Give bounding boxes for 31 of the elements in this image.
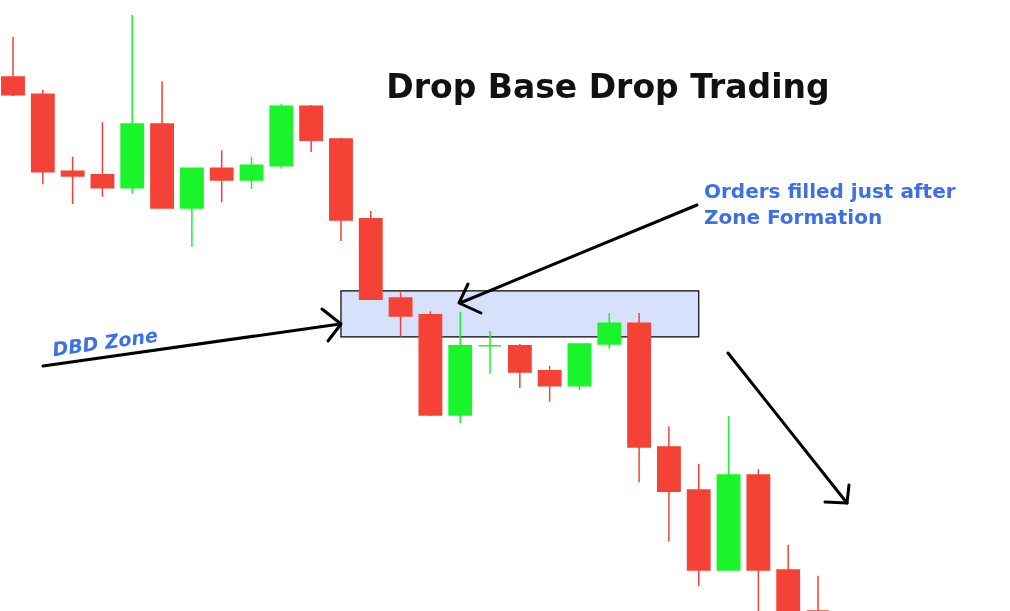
candlestick bbox=[388, 291, 413, 338]
candlestick bbox=[537, 365, 562, 403]
candlestick bbox=[567, 343, 592, 391]
candlestick bbox=[120, 15, 145, 195]
candlestick bbox=[1, 36, 25, 97]
candlestick bbox=[627, 312, 652, 484]
candlestick bbox=[507, 343, 532, 389]
annotation: Orders filled just after Zone Formation bbox=[704, 179, 956, 229]
candlestick bbox=[418, 310, 443, 417]
candlestick bbox=[597, 312, 622, 350]
candlestick bbox=[448, 311, 473, 425]
candlestick bbox=[30, 89, 55, 186]
candlestick bbox=[179, 167, 204, 248]
candlestick bbox=[478, 330, 502, 375]
candlestick bbox=[686, 463, 711, 587]
candlestick bbox=[299, 104, 324, 153]
candlestick bbox=[209, 149, 234, 203]
text: Drop Base Drop Trading bbox=[386, 66, 830, 106]
candlestick bbox=[60, 156, 85, 205]
candlestick bbox=[776, 544, 801, 611]
candlestick bbox=[806, 575, 830, 611]
candlestick bbox=[329, 137, 353, 242]
candlestick bbox=[269, 103, 294, 170]
candlestick bbox=[239, 156, 264, 190]
band-label: DBD Zone bbox=[51, 323, 160, 361]
candlestick bbox=[90, 121, 115, 198]
candlestick bbox=[150, 80, 174, 209]
candlestick bbox=[656, 425, 681, 543]
candlestick bbox=[746, 468, 771, 611]
candlestick bbox=[716, 415, 741, 571]
candlestick bbox=[358, 210, 383, 301]
